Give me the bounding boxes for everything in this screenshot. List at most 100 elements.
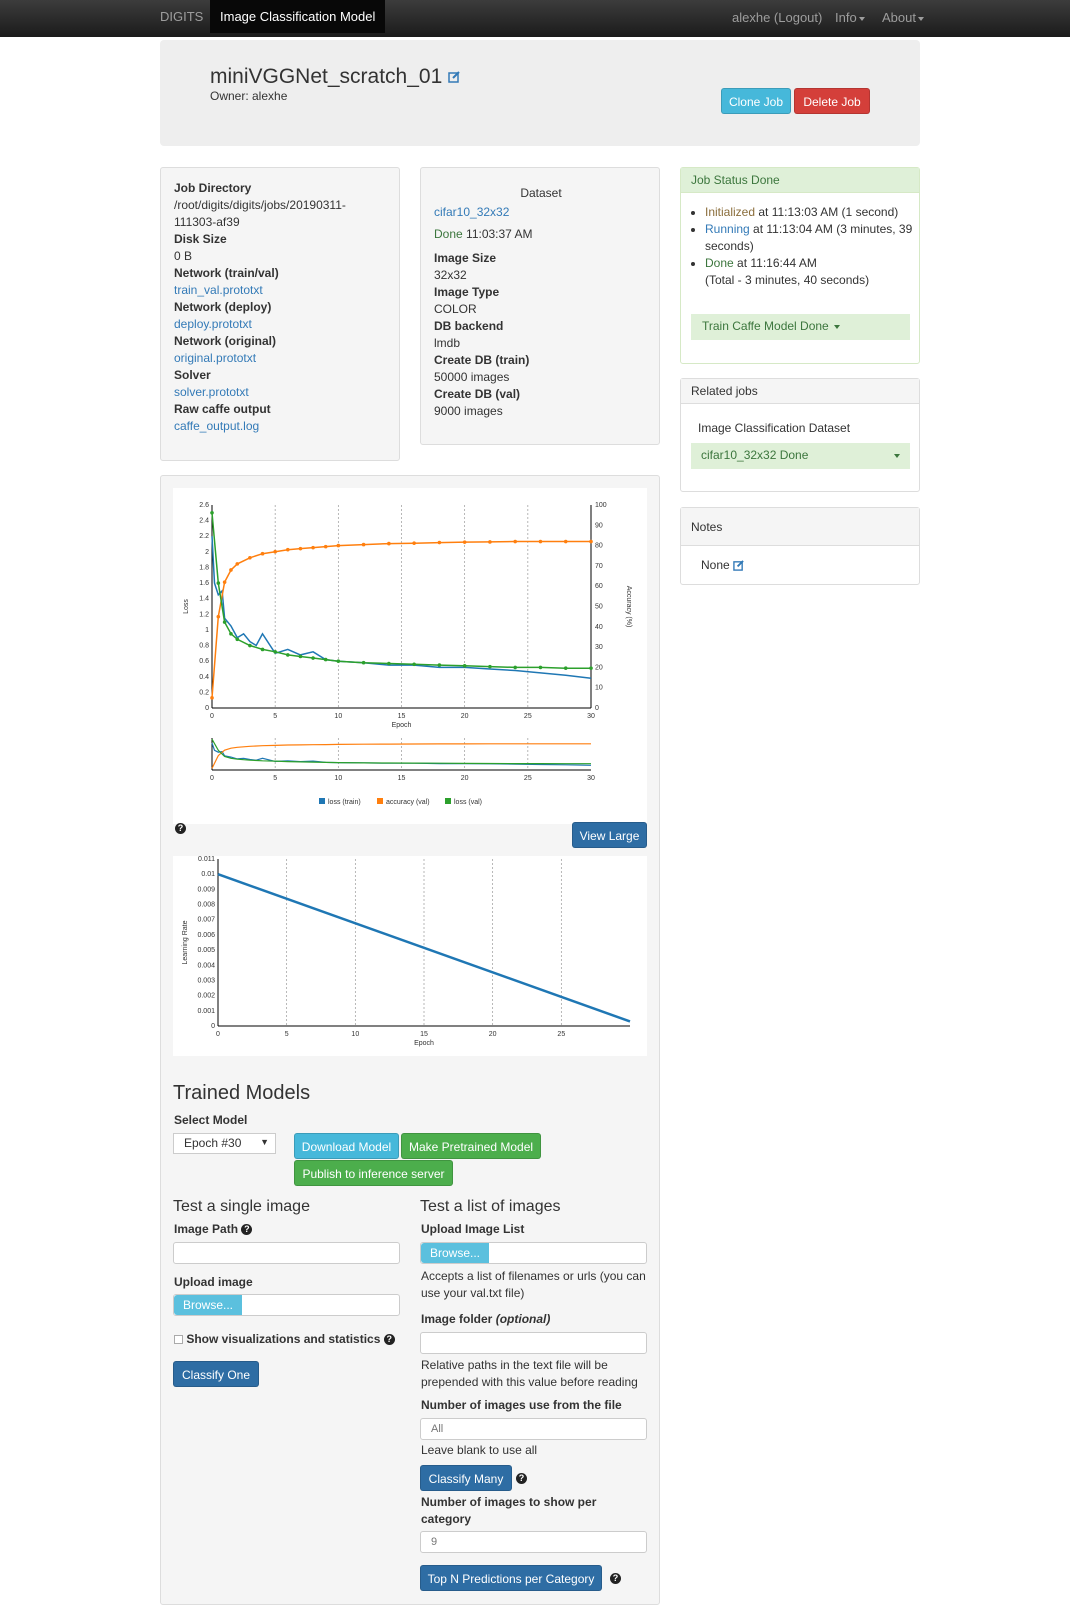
- y-tick-label: 1: [205, 627, 209, 634]
- notes-value: None: [701, 558, 744, 572]
- per-category-label: Number of images to show per category: [421, 1495, 597, 1526]
- about-menu[interactable]: About: [882, 10, 924, 25]
- data-point: [361, 660, 366, 665]
- view-large-button[interactable]: View Large: [572, 822, 647, 848]
- data-point: [412, 541, 416, 545]
- browse-button[interactable]: Browse...: [174, 1295, 242, 1315]
- image-folder-label: Image folder (optional): [421, 1312, 550, 1326]
- classify-many-button[interactable]: Classify Many: [420, 1465, 512, 1491]
- x-tick-label: 0: [210, 713, 214, 720]
- x-tick-label: 20: [461, 713, 469, 720]
- trainval-prototxt-link[interactable]: train_val.prototxt: [174, 283, 263, 297]
- lr-y-tick-label: 0.007: [197, 917, 215, 924]
- y-tick-label: 2.2: [199, 533, 209, 540]
- per-category-input[interactable]: [420, 1531, 647, 1553]
- image-size-label: Image Size: [434, 251, 497, 265]
- top-navbar: DIGITS Image Classification Model alexhe…: [0, 0, 1070, 37]
- create-db-val-label: Create DB (val): [434, 387, 521, 401]
- clone-job-button[interactable]: Clone Job: [721, 88, 791, 114]
- data-point: [298, 546, 303, 551]
- solver-prototxt-link[interactable]: solver.prototxt: [174, 385, 249, 399]
- upload-image-file-input[interactable]: Browse...: [173, 1294, 400, 1316]
- lr-y-tick-label: 0.004: [197, 962, 215, 969]
- chevron-down-icon: [894, 454, 900, 458]
- num-images-help: Leave blank to use all: [421, 1443, 538, 1457]
- image-type-value: COLOR: [434, 302, 477, 316]
- notes-heading: Notes: [681, 508, 919, 546]
- help-icon[interactable]: ?: [383, 1334, 395, 1346]
- data-point: [336, 659, 341, 663]
- data-point: [488, 664, 492, 669]
- data-point: [513, 539, 517, 544]
- delete-job-button[interactable]: Delete Job: [794, 88, 870, 114]
- status-list: Initialized at 11:13:03 AM (1 second) Ru…: [705, 204, 915, 289]
- about-menu-label: About: [882, 10, 916, 25]
- image-folder-input[interactable]: [420, 1332, 647, 1354]
- classify-one-button[interactable]: Classify One: [173, 1361, 259, 1387]
- y-right-tick-label: 10: [595, 685, 603, 692]
- show-visualizations-label: Show visualizations and statistics: [186, 1332, 381, 1346]
- train-caffe-model-dropdown[interactable]: Train Caffe Model Done: [691, 314, 910, 340]
- num-images-input[interactable]: [420, 1418, 647, 1440]
- related-dataset-label: Image Classification Dataset: [698, 421, 851, 435]
- chart-help-icon[interactable]: ?: [175, 821, 186, 835]
- help-icon[interactable]: ?: [610, 1571, 621, 1585]
- data-point: [563, 539, 568, 544]
- data-point: [462, 540, 467, 544]
- model-select[interactable]: Epoch #30 ▼: [173, 1133, 276, 1154]
- edit-icon[interactable]: [448, 71, 460, 84]
- loss-accuracy-chart: 0 5 10 15 20 25 30 0 0.2 0.4 0.6 0.8 1 1.2 1.4 1.6 1.8 2 2…: [173, 488, 647, 824]
- download-model-button[interactable]: Download Model: [294, 1133, 399, 1159]
- data-point: [229, 632, 233, 636]
- image-folder-label-text: Image folder: [421, 1312, 493, 1326]
- status-running-time: at 11:13:04 AM (3 minutes,: [753, 222, 896, 236]
- data-point: [260, 647, 265, 652]
- publish-inference-button[interactable]: Publish to inference server: [294, 1160, 453, 1186]
- y-tick-label: 2.6: [199, 502, 209, 509]
- top-n-predictions-button[interactable]: Top N Predictions per Category: [420, 1565, 602, 1591]
- notes-text: None: [701, 558, 730, 572]
- original-prototxt-link[interactable]: original.prototxt: [174, 351, 257, 365]
- image-size-value: 32x32: [434, 268, 467, 282]
- dataset-link[interactable]: cifar10_32x32: [434, 205, 510, 219]
- status-initialized-duration: second): [855, 205, 899, 219]
- lr-x-axis-label: Epoch: [414, 1040, 434, 1047]
- lr-y-tick-label: 0.011: [198, 856, 215, 863]
- y-right-tick-label: 40: [595, 624, 603, 631]
- help-icon[interactable]: ?: [516, 1471, 527, 1485]
- data-point: [563, 666, 568, 670]
- image-path-input[interactable]: [173, 1242, 400, 1264]
- edit-icon[interactable]: [733, 560, 744, 572]
- data-point: [323, 657, 328, 662]
- image-type-label: Image Type: [434, 285, 500, 299]
- browse-button[interactable]: Browse...: [421, 1243, 489, 1263]
- raw-output-label: Raw caffe output: [174, 402, 271, 416]
- dataset-status: Done 11:03:37 AM: [434, 227, 533, 241]
- overview-x-tick-label: 30: [587, 775, 595, 782]
- db-backend-value: lmdb: [434, 336, 461, 350]
- lr-series-line: [217, 873, 631, 1023]
- model-select-value: Epoch #30: [184, 1136, 242, 1150]
- data-point: [323, 544, 328, 549]
- show-visualizations-checkbox[interactable]: [174, 1335, 183, 1345]
- select-arrow-icon: ▼: [260, 1137, 269, 1147]
- related-dataset-dropdown[interactable]: cifar10_32x32 Done: [691, 443, 910, 469]
- brand-link[interactable]: DIGITS: [160, 9, 204, 24]
- image-path-label-text: Image Path: [174, 1222, 239, 1236]
- trained-models-heading: Trained Models: [173, 1082, 311, 1104]
- y-tick-label: 1.2: [199, 611, 209, 618]
- caffe-output-log-link[interactable]: caffe_output.log: [174, 419, 260, 433]
- make-pretrained-model-button[interactable]: Make Pretrained Model: [401, 1133, 541, 1159]
- x-tick-label: 15: [398, 713, 406, 720]
- data-point: [216, 614, 221, 619]
- nav-tab-active[interactable]: Image Classification Model: [210, 0, 386, 33]
- data-point: [538, 665, 543, 670]
- deploy-prototxt-link[interactable]: deploy.prototxt: [174, 317, 252, 331]
- lr-y-axis-label: Learning Rate: [182, 920, 189, 964]
- help-icon[interactable]: ?: [241, 1224, 253, 1236]
- related-dataset-item: cifar10_32x32 Done: [701, 448, 809, 462]
- info-menu[interactable]: Info: [835, 10, 865, 25]
- user-logout-link[interactable]: alexhe (Logout): [732, 10, 823, 25]
- upload-image-list-input[interactable]: Browse...: [420, 1242, 647, 1264]
- status-done-time: at 11:16:44 AM: [737, 256, 817, 270]
